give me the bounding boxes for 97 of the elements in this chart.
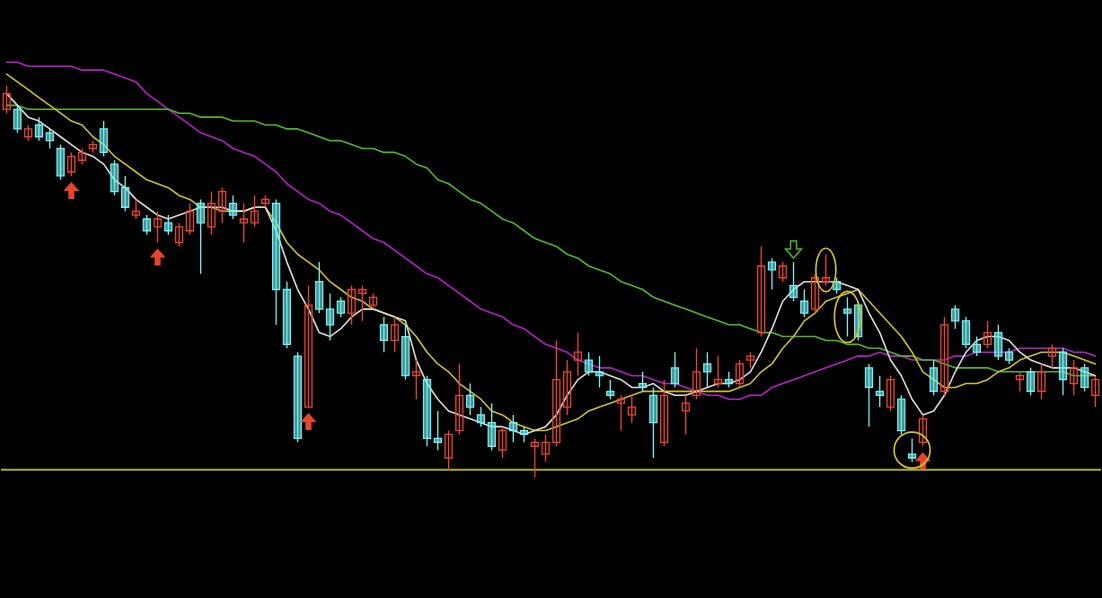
candlestick	[530, 437, 539, 479]
candlestick	[282, 281, 292, 349]
candlestick	[315, 261, 324, 314]
candlestick	[573, 331, 583, 377]
candlestick	[703, 351, 712, 389]
candlestick	[110, 159, 119, 197]
candlestick	[929, 359, 938, 396]
candlestick	[606, 378, 615, 400]
candlestick	[843, 296, 852, 338]
candlestick	[336, 296, 345, 318]
candlestick	[595, 355, 604, 389]
candlestick	[638, 371, 647, 393]
candlestick	[821, 253, 831, 287]
candlestick	[897, 394, 906, 436]
candlestick	[951, 304, 960, 330]
candlestick	[713, 355, 723, 389]
candlestick	[455, 363, 464, 436]
candlestick	[153, 210, 162, 244]
candlestick	[692, 347, 701, 400]
candlestick	[487, 402, 496, 451]
candlestick	[810, 273, 820, 314]
candlestick	[412, 359, 421, 400]
candlestick	[228, 194, 238, 220]
candlestick	[735, 359, 744, 389]
candlestick	[325, 292, 335, 342]
candlestick	[800, 288, 809, 318]
candlestick	[347, 284, 356, 326]
candlestick	[875, 375, 884, 408]
candlestick	[218, 187, 227, 224]
candlestick	[1004, 347, 1014, 365]
candlestick	[627, 394, 636, 424]
candlestick	[864, 363, 874, 428]
candlestick	[1048, 343, 1057, 369]
candlestick	[1069, 359, 1078, 396]
candlestick	[77, 147, 87, 165]
candlestick	[767, 257, 777, 291]
candlestick	[379, 316, 389, 353]
candlestick	[584, 351, 593, 377]
candlestick	[368, 292, 378, 310]
candlestick	[1091, 375, 1100, 408]
candlestick	[886, 375, 895, 412]
candlestick	[563, 359, 572, 416]
candlestick	[401, 324, 410, 381]
candlestick	[1037, 363, 1046, 400]
candlestick	[1058, 347, 1068, 396]
candlestick	[271, 198, 281, 326]
candlestick	[164, 214, 173, 236]
candlestick	[509, 414, 518, 443]
candlestick	[1080, 363, 1089, 393]
candlestick	[56, 143, 65, 181]
candlestick	[207, 190, 216, 236]
candlestick	[498, 425, 507, 459]
candlestick	[972, 335, 981, 357]
candlestick	[670, 351, 680, 389]
candlestick	[13, 104, 22, 134]
candlestick	[1015, 371, 1025, 393]
candlestick	[940, 316, 949, 396]
candlestick	[918, 414, 928, 447]
candlestick	[121, 175, 130, 212]
candlestick	[444, 429, 453, 471]
candlestick	[239, 202, 248, 244]
candlestick	[45, 128, 54, 150]
candlestick	[433, 410, 442, 451]
candlestick	[88, 140, 98, 154]
candlestick	[757, 245, 766, 338]
candlestick	[142, 214, 151, 236]
candlestick	[1026, 367, 1035, 396]
candlestick	[724, 371, 734, 389]
candlestick	[250, 194, 259, 228]
candlestick	[476, 406, 486, 428]
candlestick	[293, 351, 302, 443]
candlestick	[552, 339, 561, 447]
candlestick	[174, 222, 184, 248]
candlestick	[358, 284, 367, 322]
candlestick	[67, 151, 76, 177]
candlestick	[983, 320, 992, 349]
candlestick	[994, 324, 1003, 361]
candlestick	[466, 382, 475, 416]
candlestick	[304, 284, 313, 408]
candlestick	[196, 198, 205, 275]
candlestick	[131, 198, 141, 220]
candlestick	[185, 202, 195, 236]
candlestick	[519, 425, 529, 443]
candlestick	[778, 261, 787, 283]
candlestick	[390, 316, 399, 353]
candlestick	[34, 116, 44, 142]
candlestick	[2, 85, 11, 114]
candlestick	[99, 120, 108, 157]
candlestick	[616, 394, 626, 432]
candlestick	[961, 316, 971, 349]
candlestick	[681, 394, 690, 436]
candlestick	[541, 433, 550, 463]
candlestick	[789, 261, 798, 302]
candlestick	[907, 437, 917, 463]
candlestick	[649, 386, 658, 459]
candlestick	[422, 375, 432, 447]
candlestick	[660, 378, 669, 447]
